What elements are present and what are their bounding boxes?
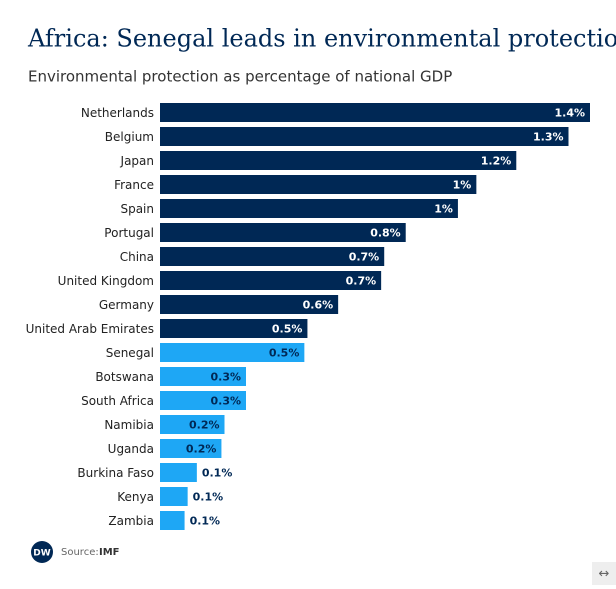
bar [160, 247, 385, 266]
value-label: 0.2% [186, 443, 217, 456]
bar [160, 295, 339, 314]
bar [160, 463, 197, 482]
bar [160, 367, 246, 386]
y-tick-label: China [120, 250, 154, 264]
expand-button[interactable] [592, 562, 616, 585]
value-label: 0.5% [272, 323, 303, 336]
y-tick-label: Netherlands [81, 106, 154, 120]
bar [160, 343, 305, 362]
y-tick-label: Belgium [105, 130, 154, 144]
value-label: 1.3% [533, 131, 564, 144]
bar [160, 511, 185, 530]
y-tick-label: Japan [120, 154, 154, 168]
y-tick-label: Zambia [108, 514, 154, 528]
source-label: Source: [61, 547, 99, 558]
value-label: 0.1% [190, 515, 221, 528]
chart-title: Africa: Senegal leads in environmental p… [27, 25, 616, 53]
bar [160, 391, 246, 410]
source: IMF [99, 547, 120, 558]
bar [160, 151, 517, 170]
expand-icon: ↔ [599, 567, 610, 582]
y-tick-label: United Arab Emirates [26, 322, 154, 336]
bar [160, 439, 222, 458]
bar [160, 103, 590, 122]
y-tick-label: Germany [99, 298, 154, 312]
value-label: 0.7% [349, 251, 380, 264]
value-label: 0.1% [193, 491, 224, 504]
y-tick-label: Burkina Faso [77, 466, 154, 480]
bar [160, 199, 458, 218]
bar [160, 487, 188, 506]
value-label: 1.4% [554, 107, 585, 120]
bar [160, 175, 477, 194]
bar [160, 127, 569, 146]
value-label: 0.8% [370, 227, 401, 240]
bar [160, 223, 406, 242]
y-tick-label: Botswana [95, 370, 154, 384]
y-tick-label: Senegal [106, 346, 154, 360]
value-label: 0.1% [202, 467, 233, 480]
value-label: 1% [434, 203, 453, 216]
value-label: 0.2% [189, 419, 220, 432]
value-label: 0.3% [210, 395, 241, 408]
y-tick-label: Uganda [108, 442, 154, 456]
value-label: 0.7% [346, 275, 377, 288]
chart-subtitle: Environmental protection as percentage o… [28, 68, 452, 86]
value-label: 0.6% [303, 299, 334, 312]
value-label: 0.5% [269, 347, 300, 360]
y-tick-label: Portugal [104, 226, 154, 240]
bar [160, 415, 225, 434]
y-tick-label: United Kingdom [58, 274, 154, 288]
y-tick-label: France [114, 178, 154, 192]
y-tick-label: Spain [120, 202, 154, 216]
y-tick-label: South Africa [81, 394, 154, 408]
bar [160, 319, 308, 338]
value-label: 1.2% [481, 155, 512, 168]
bar [160, 271, 382, 290]
value-label: 1% [453, 179, 472, 192]
y-tick-label: Kenya [117, 490, 154, 504]
logo: DW [31, 541, 53, 563]
value-label: 0.3% [210, 371, 241, 384]
y-tick-label: Namibia [104, 418, 154, 432]
logo-text: DW [33, 549, 50, 559]
